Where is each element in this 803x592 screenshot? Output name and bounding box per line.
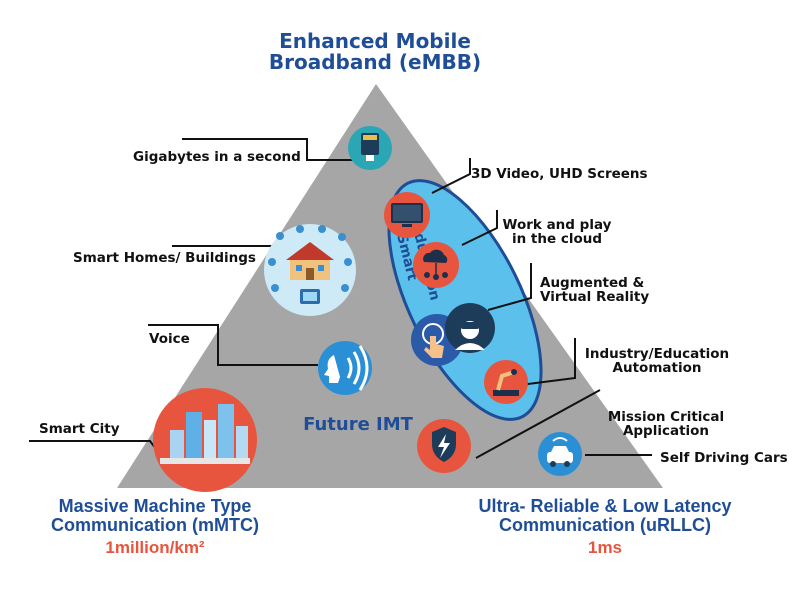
label-cloud: Work and play in the cloud [497,217,617,248]
top-title: Enhanced Mobile Broadband (eMBB) [230,31,520,73]
tv-screen-icon [384,192,430,238]
right-metric: 1ms [587,537,623,557]
voice-icon [318,341,372,395]
shield-lightning-icon [417,419,471,473]
label-voice: Voice [149,331,190,347]
right-title: Ultra- Reliable & Low Latency Communicat… [450,497,760,557]
left-metric: 1million/km² [105,537,205,557]
label-ar-vr-line2: Virtual Reality [540,289,650,306]
vr-headset-icon [445,303,495,353]
label-industry: Industry/Education Automation [577,346,737,377]
label-smart-city: Smart City [39,421,120,437]
label-ar-vr-line1: Augmented & [540,275,645,291]
label-smart-homes: Smart Homes/ Buildings [73,250,256,266]
label-mission: Mission Critical Application [596,409,736,440]
city-icon [153,388,257,492]
label-mission-line1: Mission Critical [607,409,725,425]
label-gigabytes: Gigabytes in a second [133,149,301,165]
left-title-line2: Communication (mMTC) [51,514,259,535]
top-title-line2: Broadband (eMBB) [268,50,482,74]
top-title-line1: Enhanced Mobile [279,29,471,53]
sd-card-icon [348,126,392,170]
label-industry-line2: Automation [612,360,702,377]
left-title: Massive Machine Type Communication (mMTC… [10,497,300,557]
cloud-network-icon [413,242,459,288]
label-cars: Self Driving Cars [660,450,788,466]
smart-home-icon [264,224,356,316]
label-video: 3D Video, UHD Screens [471,166,648,182]
robot-arm-icon [484,360,528,404]
left-title-line1: Massive Machine Type [58,496,252,516]
smart-education-ellipse [387,179,543,421]
center-label: Future IMT [303,414,414,435]
label-ar-vr: Augmented & Virtual Reality [540,275,650,306]
label-cloud-line2: in the cloud [511,231,603,248]
label-cloud-line1: Work and play [502,217,612,233]
label-industry-line1: Industry/Education [584,346,730,362]
right-title-line2: Communication (uRLLC) [499,514,711,535]
right-title-line1: Ultra- Reliable & Low Latency [478,496,732,516]
label-mission-line2: Application [622,423,710,440]
self-driving-car-icon [538,432,582,476]
